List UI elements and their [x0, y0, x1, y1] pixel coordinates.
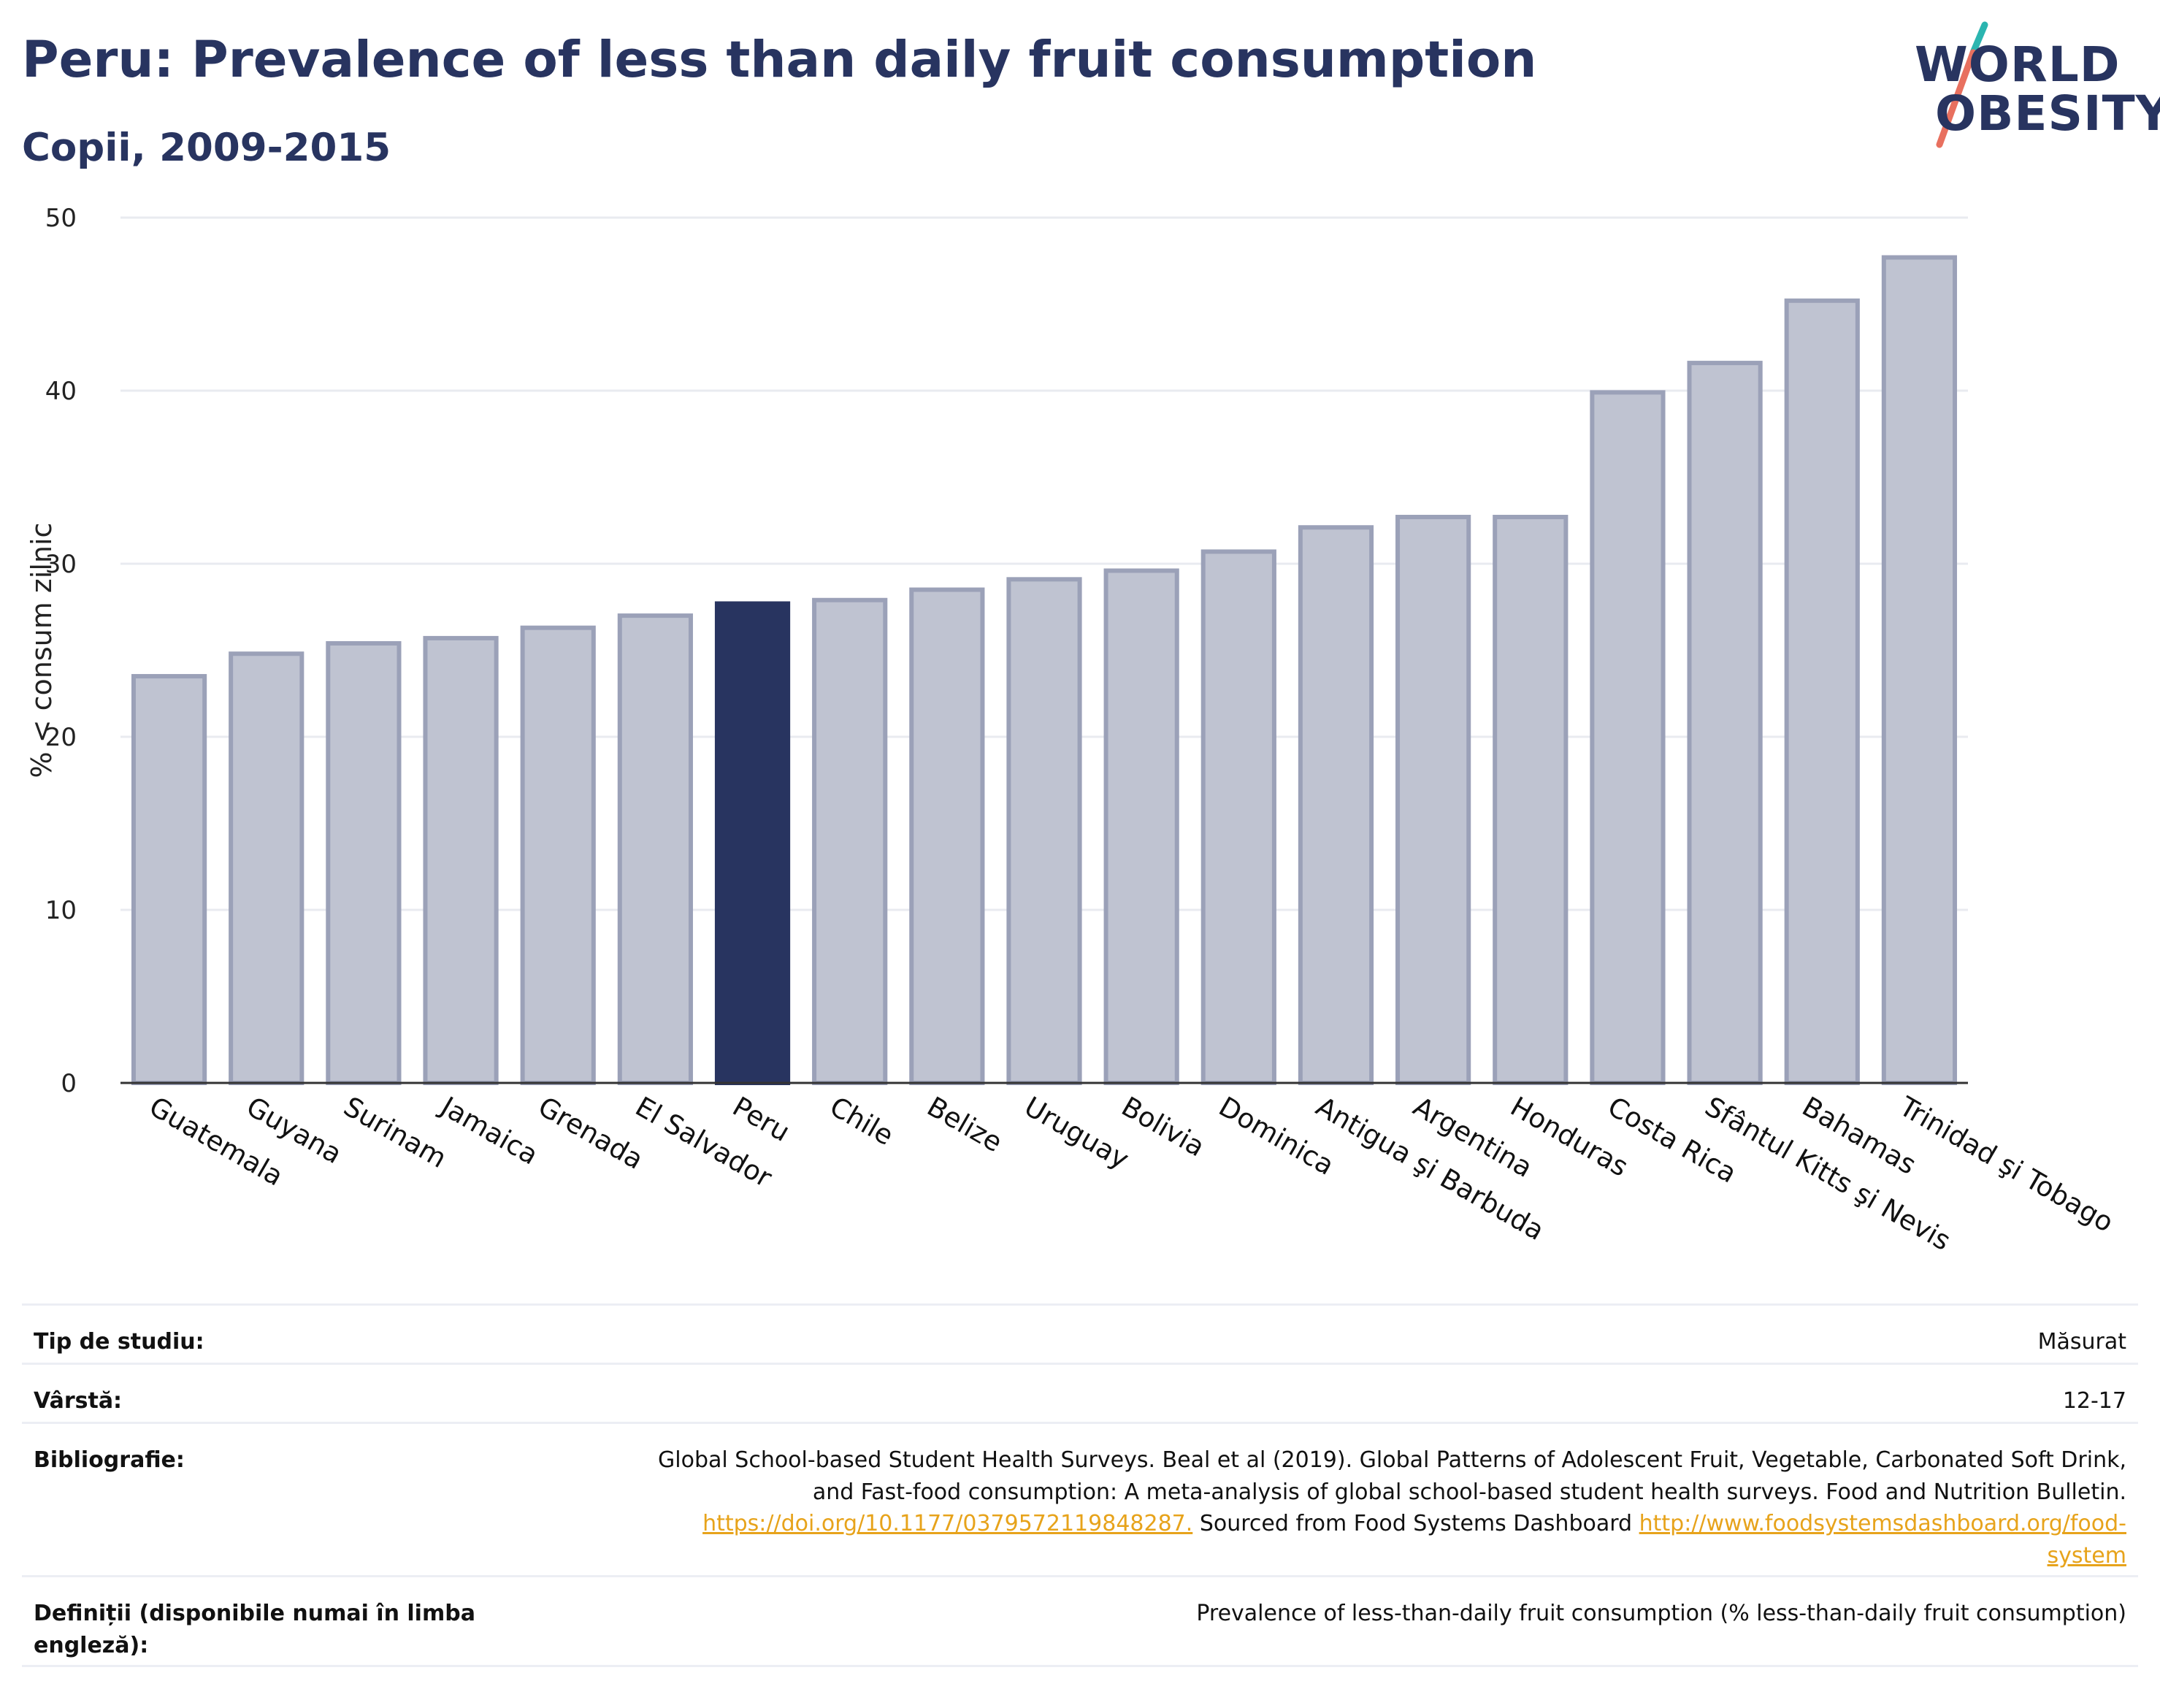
x-tick-label: Peru [727, 1091, 795, 1148]
y-tick-label: 10 [45, 896, 77, 925]
world-obesity-logo: WORLD OBESITY [1906, 20, 2160, 152]
bar [1006, 577, 1082, 1085]
bar [1298, 525, 1374, 1086]
study-type-label: Tip de studiu: [34, 1329, 204, 1355]
bar [326, 641, 402, 1085]
bar [1200, 549, 1276, 1086]
bar [1590, 390, 1666, 1085]
info-row-definitions: Definiții (disponibile numai în limba en… [22, 1575, 2138, 1667]
x-tick-label: Grenada [533, 1091, 648, 1176]
x-tick-label: Chile [824, 1091, 899, 1152]
x-tick-label: Belize [922, 1091, 1008, 1159]
bibliography-line-2: and Fast-food consumption: A meta-analys… [812, 1479, 2126, 1505]
bar [1784, 298, 1860, 1085]
age-label: Vârstă: [34, 1388, 123, 1414]
bibliography-line-1: Global School-based Student Health Surve… [658, 1447, 2126, 1473]
food-systems-link-continued[interactable]: system [2047, 1542, 2126, 1569]
definitions-value: Prevalence of less-than-daily fruit cons… [1196, 1601, 2126, 1626]
x-tick-label: Surinam [338, 1091, 451, 1175]
bibliography-label: Bibliografie: [34, 1447, 185, 1473]
y-tick-label: 40 [45, 377, 77, 406]
bar [1103, 568, 1179, 1086]
bar [909, 587, 985, 1085]
doi-link[interactable]: https://doi.org/10.1177/0379572119848287… [702, 1511, 1193, 1536]
bibliography-source-text: Sourced from Food Systems Dashboard [1192, 1511, 1639, 1536]
x-tick-label: Uruguay [1019, 1091, 1135, 1176]
age-value: 12-17 [2062, 1388, 2126, 1414]
logo-slash-icon [1936, 21, 1988, 148]
definitions-label: Definiții (disponibile numai în limba en… [34, 1601, 475, 1658]
logo-word-world: WORLD [1915, 37, 2121, 93]
bar [617, 613, 693, 1085]
chart-title: Peru: Prevalence of less than daily frui… [22, 31, 1537, 89]
bar [812, 597, 888, 1085]
info-row-bibliography: Bibliografie: Global School-based Studen… [22, 1422, 2138, 1575]
y-axis-title: % < consum zilnic [26, 523, 58, 778]
bar [131, 674, 207, 1085]
bar [229, 651, 305, 1085]
info-row-study-type: Tip de studiu: Măsurat [22, 1303, 2138, 1363]
chart-subtitle: Copii, 2009-2015 [22, 126, 391, 170]
bibliography-value: Global School-based Student Health Surve… [658, 1424, 2138, 1571]
info-table: Tip de studiu: Măsurat Vârstă: 12-17 Bib… [22, 1303, 2138, 1667]
info-row-age: Vârstă: 12-17 [22, 1363, 2138, 1422]
logo-word-obesity: OBESITY [1935, 85, 2160, 142]
study-type-value: Măsurat [2037, 1329, 2126, 1355]
y-tick-label: 0 [61, 1069, 77, 1098]
bar [714, 601, 791, 1085]
y-tick-label: 50 [45, 204, 77, 233]
bar [1687, 361, 1763, 1085]
bar [1493, 515, 1569, 1085]
y-tick-label: 20 [45, 723, 77, 752]
bar [520, 625, 596, 1085]
food-systems-link[interactable]: http://www.foodsystemsdashboard.org/food… [1639, 1511, 2126, 1536]
bar [1395, 515, 1471, 1085]
bar [1881, 255, 1958, 1085]
y-tick-label: 30 [45, 550, 77, 579]
bar [423, 635, 499, 1085]
x-tick-label: Jamaica [434, 1090, 543, 1171]
